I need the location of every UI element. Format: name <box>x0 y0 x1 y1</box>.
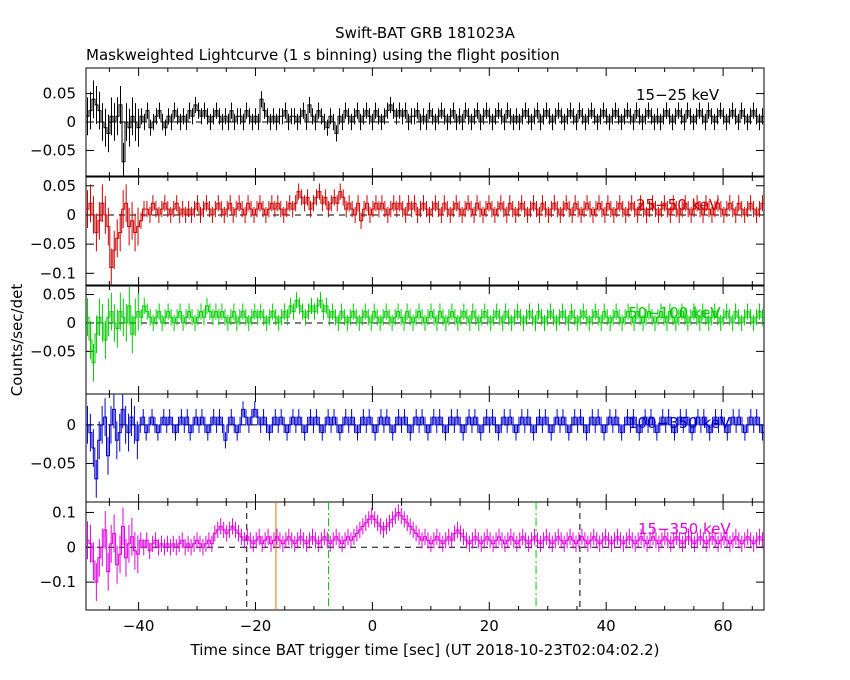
y-tick-label: 0.05 <box>43 177 76 195</box>
y-tick-label: −0.1 <box>40 573 76 591</box>
y-tick-label: −0.05 <box>30 454 76 472</box>
series-line <box>86 98 764 163</box>
panel-frame <box>85 176 765 286</box>
y-tick-label: −0.1 <box>40 264 76 282</box>
y-tick-label: 0 <box>66 113 76 131</box>
chart-subtitle: Maskweighted Lightcurve (1 s binning) us… <box>86 46 560 64</box>
y-tick-label: 0 <box>66 416 76 434</box>
y-tick-label: 0 <box>66 314 76 332</box>
y-tick-label: 0 <box>66 538 76 556</box>
x-tick-label: 60 <box>714 617 733 635</box>
x-tick-label: −20 <box>240 617 272 635</box>
y-tick-label: −0.05 <box>30 342 76 360</box>
chart-title: Swift-BAT GRB 181023A <box>335 24 515 42</box>
x-tick-label: −40 <box>123 617 155 635</box>
panel-frame <box>85 285 765 395</box>
y-tick-label: −0.05 <box>30 141 76 159</box>
band-label: 50−100 keV <box>628 304 721 322</box>
x-tick-label: 20 <box>480 617 499 635</box>
x-tick-label: 40 <box>597 617 616 635</box>
y-tick-label: 0.1 <box>52 503 76 521</box>
panel-0: 0.05 0 −0.05 15−25 keV <box>30 67 765 177</box>
band-label: 15−25 keV <box>636 86 720 104</box>
panel-3: 0 −0.05 100−350 keV <box>30 393 765 503</box>
series-line <box>86 191 764 268</box>
panel-frame <box>85 501 765 611</box>
band-label: 15−350 keV <box>638 520 731 538</box>
band-label: 100−350 keV <box>628 414 731 432</box>
panels-group: 0.05 0 −0.05 15−25 keV 0.05 0 −0.05 −0.1 25−50 k… <box>30 67 765 635</box>
x-tick-label: 0 <box>368 617 378 635</box>
band-label: 25−50 keV <box>636 196 720 214</box>
panel-2: 0.05 0 −0.05 50−100 keV <box>30 285 765 395</box>
y-tick-label: 0.05 <box>43 286 76 304</box>
x-axis-label: Time since BAT trigger time [sec] (UT 20… <box>190 641 660 659</box>
y-tick-label: 0 <box>66 206 76 224</box>
y-tick-label: 0.05 <box>43 85 76 103</box>
y-tick-label: −0.05 <box>30 235 76 253</box>
y-axis-label: Counts/sec/det <box>8 284 26 397</box>
panel-1: 0.05 0 −0.05 −0.1 25−50 keV <box>30 176 765 286</box>
panel-4: 0.1 0 −0.1 −40 −20 0 20 40 60 15−350 keV <box>40 501 765 635</box>
